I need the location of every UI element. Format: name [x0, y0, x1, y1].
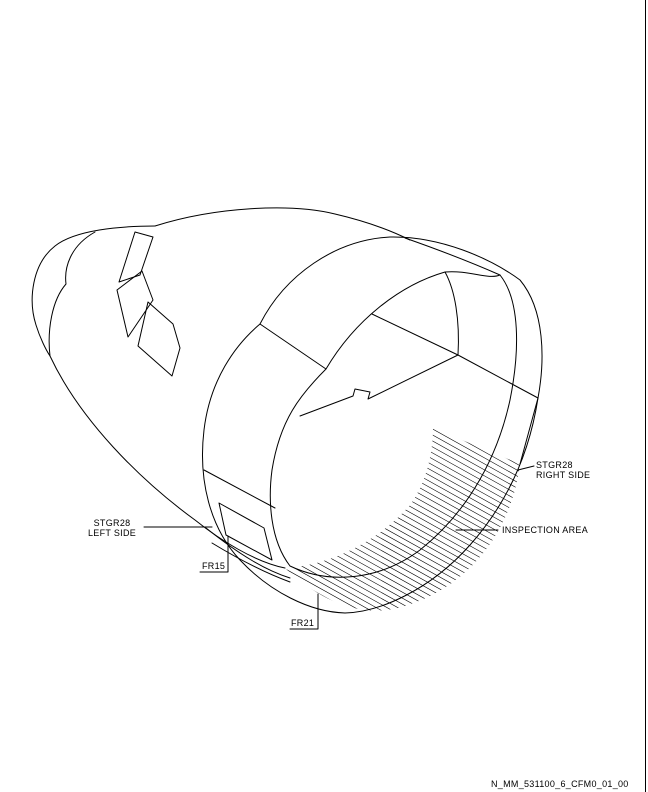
label-stgr28-right-line2: RIGHT SIDE — [536, 470, 591, 480]
label-stgr28-left-line2: LEFT SIDE — [88, 528, 137, 538]
fuselage-top-outline — [154, 207, 411, 241]
nose-cap-seam — [48, 231, 96, 357]
leader-stgr28-right — [517, 465, 535, 471]
fuselage-upper-seam — [404, 237, 501, 276]
leader-fr21 — [289, 593, 319, 630]
leader-fr15 — [199, 535, 229, 573]
inner-ring-outline — [269, 271, 518, 578]
ring-split-right — [519, 397, 539, 465]
lower-skin-line-1 — [205, 527, 291, 579]
label-stgr28-right-side: STGR28 RIGHT SIDE — [536, 460, 590, 480]
ring-split-upper-left — [259, 323, 327, 370]
lower-skin-line-2 — [211, 542, 291, 583]
outer-ring-outline — [202, 236, 543, 614]
label-stgr28-left-side: STGR28 LEFT SIDE — [88, 518, 136, 538]
window-upper — [118, 231, 154, 283]
frame-line-top — [371, 313, 459, 356]
window-lower — [137, 301, 181, 377]
page-border-right — [645, 0, 646, 792]
lower-access-panel — [218, 502, 273, 561]
frame-line-right — [457, 354, 539, 399]
ring-split-left-lower — [203, 469, 276, 509]
label-fr15: FR15 — [202, 561, 226, 571]
label-inspection-area: INSPECTION AREA — [502, 525, 589, 535]
ring-split-upper-right — [444, 271, 459, 356]
window-middle — [116, 270, 154, 338]
label-stgr28-right-line1: STGR28 — [536, 460, 573, 470]
label-stgr28-left-line1: STGR28 — [93, 518, 131, 528]
fuselage-bottom-outline — [49, 355, 286, 569]
label-fr21: FR21 — [291, 618, 315, 628]
nose-cap-outline — [31, 225, 156, 357]
figure-id: N_MM_531100_6_CFM0_01_00 — [491, 779, 629, 789]
frame-line-left — [299, 354, 459, 417]
